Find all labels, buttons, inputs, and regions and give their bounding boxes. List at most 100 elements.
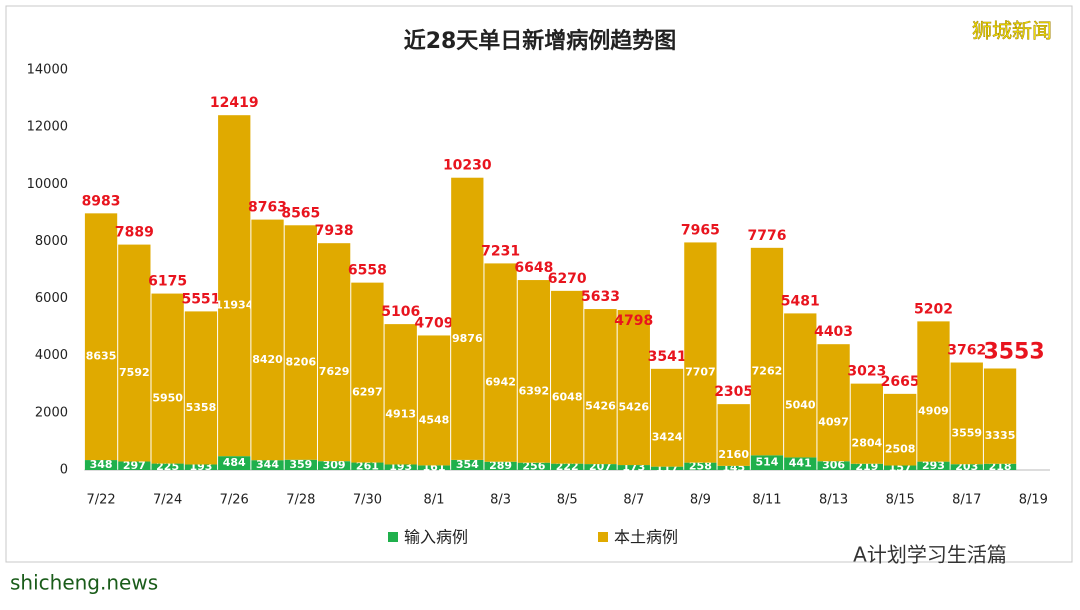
bar-segment — [218, 456, 251, 470]
bar-segment — [251, 460, 284, 470]
total-label: 3762 — [947, 343, 986, 359]
total-label: 3541 — [648, 349, 687, 365]
total-label: 10230 — [443, 158, 492, 174]
segment-label: 4909 — [918, 405, 949, 418]
x-tick-label: 7/28 — [286, 493, 315, 508]
segment-label: 5040 — [785, 398, 816, 411]
total-label: 5481 — [781, 293, 820, 309]
site-watermark: shicheng.news — [10, 571, 158, 595]
bar-segment — [617, 310, 650, 466]
segment-label: 289 — [489, 459, 512, 472]
bar-segment — [551, 290, 584, 464]
bar-segment — [184, 311, 218, 465]
total-label: 6648 — [514, 260, 553, 276]
total-label: 4403 — [814, 324, 853, 340]
y-tick-label: 10000 — [27, 177, 68, 192]
bar-segment — [84, 213, 118, 461]
bar-segment — [317, 461, 351, 470]
x-tick-label: 8/1 — [424, 493, 445, 508]
bar-segment — [684, 242, 717, 463]
total-label: 5106 — [381, 304, 420, 320]
bar-segment — [617, 465, 650, 470]
bar-segment — [717, 465, 750, 470]
x-tick-label: 7/26 — [220, 493, 249, 508]
bar-segment — [118, 244, 151, 462]
total-label: 7776 — [747, 228, 786, 244]
segment-label: 6297 — [352, 386, 383, 399]
x-tick-label: 8/9 — [690, 493, 711, 508]
total-label: 6270 — [548, 271, 587, 287]
bar-segment — [917, 461, 950, 470]
segment-label: 3424 — [652, 431, 683, 444]
segment-label: 306 — [822, 459, 845, 472]
x-tick-label: 7/30 — [353, 493, 382, 508]
total-label: 5633 — [581, 289, 620, 305]
segment-label: 2804 — [852, 437, 883, 450]
x-tick-label: 8/17 — [952, 493, 981, 508]
segment-label: 8635 — [86, 350, 117, 363]
bar-segment — [151, 293, 184, 464]
bar-segment — [784, 313, 817, 458]
segment-label: 4913 — [385, 407, 416, 420]
legend-swatch — [598, 532, 608, 542]
segment-label: 4097 — [818, 416, 849, 429]
bar-segment — [717, 404, 750, 466]
bar-segment — [884, 393, 917, 466]
chart-title: 近28天单日新增病例趋势图 — [404, 28, 677, 54]
bar-segment — [584, 464, 617, 470]
y-tick-label: 8000 — [35, 234, 68, 249]
segment-label: 4548 — [419, 413, 450, 426]
segment-label: 354 — [456, 458, 479, 471]
bar-segment — [750, 455, 784, 470]
segment-label: 7707 — [685, 366, 716, 379]
x-tick-label: 8/3 — [490, 493, 511, 508]
legend-label: 本土病例 — [614, 528, 678, 547]
x-tick-label: 8/15 — [886, 493, 915, 508]
total-label: 12419 — [210, 95, 259, 111]
segment-label: 7592 — [119, 366, 150, 379]
total-label: 8763 — [248, 200, 287, 216]
total-label: 7889 — [115, 225, 154, 241]
segment-label: 344 — [256, 458, 279, 471]
bar-segment — [850, 463, 884, 470]
legend-swatch — [388, 532, 398, 542]
bar-segment — [584, 309, 617, 465]
segment-label: 6392 — [519, 384, 550, 397]
segment-label: 297 — [123, 459, 146, 472]
total-label: 7231 — [481, 243, 520, 259]
y-tick-label: 14000 — [27, 63, 68, 78]
bar-segment — [950, 464, 983, 470]
chart-frame — [5, 5, 1073, 563]
segment-label: 5950 — [152, 392, 183, 405]
y-tick-label: 0 — [60, 463, 68, 478]
segment-label: 8420 — [252, 353, 283, 366]
segment-label: 309 — [323, 459, 346, 472]
bar-segment — [284, 225, 317, 460]
bar-segment — [650, 368, 684, 467]
total-label: 3023 — [847, 364, 886, 380]
bar-segment — [517, 462, 551, 470]
total-label: 6558 — [348, 263, 387, 279]
total-label: 8983 — [82, 193, 121, 209]
bar-segment — [384, 464, 417, 470]
segment-label: 348 — [90, 458, 113, 471]
segment-label: 293 — [922, 459, 945, 472]
segment-label: 2160 — [718, 448, 749, 461]
bar-segment — [983, 463, 1017, 470]
x-tick-label: 8/13 — [819, 493, 848, 508]
total-label: 2305 — [714, 384, 753, 400]
segment-label: 441 — [789, 457, 812, 470]
bar-segment — [784, 457, 817, 470]
total-label: 5202 — [914, 301, 953, 317]
bar-segment — [284, 459, 317, 470]
y-tick-label: 6000 — [35, 291, 68, 306]
total-label: 7938 — [315, 223, 354, 239]
bar-segment — [850, 383, 884, 464]
total-label: 5551 — [181, 291, 220, 307]
segment-label: 6048 — [552, 390, 583, 403]
segment-label: 2508 — [885, 443, 916, 456]
bar-segment — [684, 462, 717, 470]
bar-segment — [351, 282, 384, 463]
x-tick-label: 8/11 — [752, 493, 781, 508]
